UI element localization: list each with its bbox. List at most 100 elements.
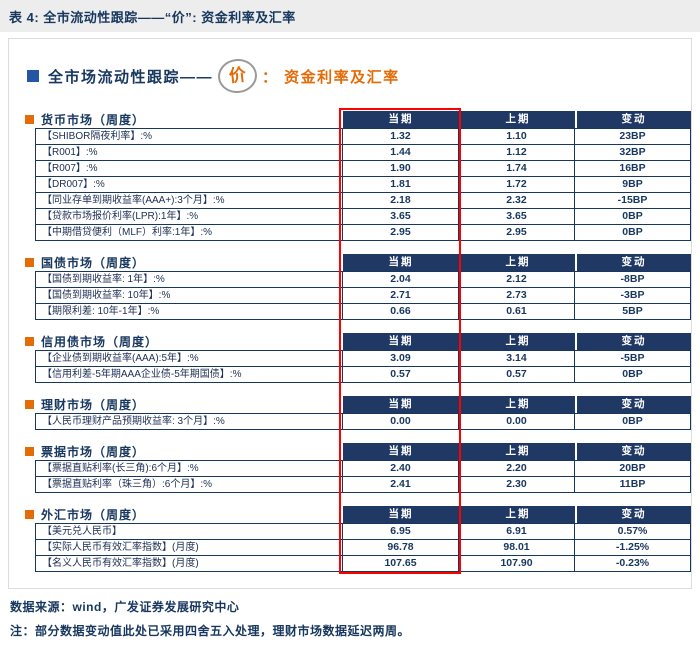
change-value: -0.23%	[575, 556, 691, 572]
table-row: 【DR007】:% 1.81 1.72 9BP	[35, 177, 691, 193]
current-value: 2.71	[343, 288, 459, 304]
current-value: 0.66	[343, 304, 459, 320]
orange-square-icon	[25, 115, 34, 124]
section-title-cell: 外汇市场（周度）	[25, 506, 343, 523]
section-title-cell: 货币市场（周度）	[25, 111, 343, 128]
change-value: -5BP	[575, 350, 691, 367]
section-title: 货币市场（周度）	[25, 111, 333, 128]
col-header-change: 变动	[575, 396, 691, 413]
section-table: 信用债市场（周度） 当期 上期 变动 【企业债到期收益率(AAA):5年】:% 3.09 3…	[25, 333, 691, 383]
change-value: 23BP	[575, 128, 691, 145]
section-table: 货币市场（周度） 当期 上期 变动 【SHIBOR隔夜利率】:% 1.32 1.10 23BP…	[25, 111, 691, 241]
row-label: 【DR007】:%	[35, 177, 343, 193]
row-label: 【信用利差-5年期AAA企业债-5年期国债】:%	[35, 367, 343, 383]
col-header-previous: 上期	[459, 443, 575, 460]
col-header-current: 当期	[343, 254, 459, 271]
previous-value: 2.73	[459, 288, 575, 304]
orange-square-icon	[25, 510, 34, 519]
section-title-cell: 理财市场（周度）	[25, 396, 343, 413]
footer: 数据来源：wind，广发证券发展研究中心 注：部分数据变动值此处已采用四舍五入处…	[10, 598, 690, 647]
circled-price-character: 价	[216, 57, 259, 95]
section-title-label: 理财市场（周度）	[41, 398, 146, 412]
col-header-change: 变动	[575, 111, 691, 128]
previous-value: 2.95	[459, 225, 575, 241]
change-value: 32BP	[575, 145, 691, 161]
section-title: 理财市场（周度）	[25, 396, 333, 413]
row-label: 【人民币理财产品预期收益率: 3个月】:%	[35, 413, 343, 430]
section-header-row: 信用债市场（周度） 当期 上期 变动	[25, 333, 691, 350]
table-row: 【人民币理财产品预期收益率: 3个月】:% 0.00 0.00 0BP	[35, 413, 691, 430]
col-header-current: 当期	[343, 333, 459, 350]
row-label: 【期限利差: 10年-1年】:%	[35, 304, 343, 320]
orange-square-icon	[25, 400, 34, 409]
current-value: 0.57	[343, 367, 459, 383]
orange-square-icon	[25, 337, 34, 346]
current-value: 2.95	[343, 225, 459, 241]
current-value: 3.65	[343, 209, 459, 225]
table-row: 【国债到期收益率: 1年】:% 2.04 2.12 -8BP	[35, 271, 691, 288]
current-value: 107.65	[343, 556, 459, 572]
section-title-label: 票据市场（周度）	[41, 445, 146, 459]
current-value: 2.18	[343, 193, 459, 209]
table-row: 【R001】:% 1.44 1.12 32BP	[35, 145, 691, 161]
change-value: 0.57%	[575, 523, 691, 540]
previous-value: 1.10	[459, 128, 575, 145]
current-value: 1.81	[343, 177, 459, 193]
row-label: 【国债到期收益率: 1年】:%	[35, 271, 343, 288]
section-header-row: 外汇市场（周度） 当期 上期 变动	[25, 506, 691, 523]
col-header-change: 变动	[575, 506, 691, 523]
figure-title-bar: 表 4: 全市流动性跟踪——“价”: 资金利率及汇率	[0, 0, 700, 32]
change-value: -8BP	[575, 271, 691, 288]
subtitle: 全市场流动性跟踪—— 价 ： 资金利率及汇率	[27, 55, 681, 97]
previous-value: 3.65	[459, 209, 575, 225]
col-header-previous: 上期	[459, 506, 575, 523]
previous-value: 0.00	[459, 413, 575, 430]
col-header-change: 变动	[575, 333, 691, 350]
table-row: 【票据直贴利率（珠三角）:6个月】:% 2.41 2.30 11BP	[35, 477, 691, 493]
row-label: 【同业存单到期收益率(AAA+):3个月】:%	[35, 193, 343, 209]
row-label: 【票据直贴利率(长三角):6个月】:%	[35, 460, 343, 477]
table-row: 【期限利差: 10年-1年】:% 0.66 0.61 5BP	[35, 304, 691, 320]
row-label: 【中期借贷便利（MLF）利率:1年】:%	[35, 225, 343, 241]
change-value: 0BP	[575, 209, 691, 225]
section-title: 外汇市场（周度）	[25, 506, 333, 523]
section-title-label: 国债市场（周度）	[41, 256, 146, 270]
blue-square-icon	[27, 70, 39, 82]
table-row: 【R007】:% 1.90 1.74 16BP	[35, 161, 691, 177]
row-label: 【贷款市场报价利率(LPR):1年】:%	[35, 209, 343, 225]
current-value: 3.09	[343, 350, 459, 367]
col-header-previous: 上期	[459, 111, 575, 128]
section-title-label: 货币市场（周度）	[41, 113, 146, 127]
section-table: 外汇市场（周度） 当期 上期 变动 【美元兑人民币】 6.95 6.91 0.57% 【实际人民…	[25, 506, 691, 572]
change-value: 11BP	[575, 477, 691, 493]
previous-value: 1.72	[459, 177, 575, 193]
previous-value: 1.74	[459, 161, 575, 177]
table-row: 【票据直贴利率(长三角):6个月】:% 2.40 2.20 20BP	[35, 460, 691, 477]
section-header-row: 票据市场（周度） 当期 上期 变动	[25, 443, 691, 460]
current-value: 2.40	[343, 460, 459, 477]
section-title-cell: 国债市场（周度）	[25, 254, 343, 271]
orange-square-icon	[25, 447, 34, 456]
row-label: 【国债到期收益率: 10年】:%	[35, 288, 343, 304]
section-title-cell: 票据市场（周度）	[25, 443, 343, 460]
current-value: 2.41	[343, 477, 459, 493]
previous-value: 0.57	[459, 367, 575, 383]
previous-value: 3.14	[459, 350, 575, 367]
col-header-current: 当期	[343, 506, 459, 523]
change-value: -15BP	[575, 193, 691, 209]
table-row: 【信用利差-5年期AAA企业债-5年期国债】:% 0.57 0.57 0BP	[35, 367, 691, 383]
table-row: 【国债到期收益率: 10年】:% 2.71 2.73 -3BP	[35, 288, 691, 304]
section-title: 票据市场（周度）	[25, 443, 333, 460]
section-table: 国债市场（周度） 当期 上期 变动 【国债到期收益率: 1年】:% 2.04 2.12 -8B…	[25, 254, 691, 320]
table-row: 【企业债到期收益率(AAA):5年】:% 3.09 3.14 -5BP	[35, 350, 691, 367]
previous-value: 98.01	[459, 540, 575, 556]
footnote: 注：部分数据变动值此处已采用四舍五入处理，理财市场数据延迟两周。	[10, 624, 411, 638]
change-value: -1.25%	[575, 540, 691, 556]
row-label: 【R007】:%	[35, 161, 343, 177]
col-header-current: 当期	[343, 396, 459, 413]
section-title-label: 外汇市场（周度）	[41, 508, 146, 522]
current-value: 1.90	[343, 161, 459, 177]
change-value: 0BP	[575, 225, 691, 241]
table-row: 【贷款市场报价利率(LPR):1年】:% 3.65 3.65 0BP	[35, 209, 691, 225]
current-value: 96.78	[343, 540, 459, 556]
